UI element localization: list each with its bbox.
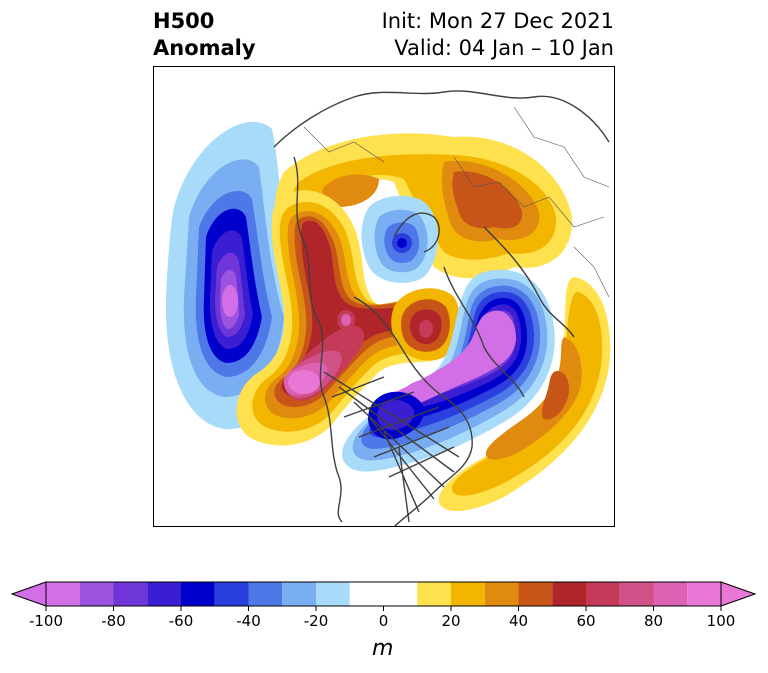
colorbar-tick-label: 80 [643, 612, 664, 630]
colorbar-unit-label: m [372, 636, 394, 661]
colorbar-tick-labels: -100 -80 -60 -40 -20 0 20 40 60 80 100 [0, 612, 768, 632]
chart-title-left: H500 Anomaly [153, 8, 256, 62]
colorbar-tick-label: 0 [378, 612, 389, 630]
chart-title-right: Init: Mon 27 Dec 2021 Valid: 04 Jan – 10… [382, 8, 614, 62]
colorbar-segment [586, 582, 620, 606]
colorbar-segment [484, 582, 519, 606]
colorbar-segment [147, 582, 181, 606]
colorbar-tick-label: -100 [28, 612, 64, 630]
colorbar-segment [46, 582, 80, 606]
colorbar-tick-label: 100 [706, 612, 736, 630]
colorbar-extend-high [720, 581, 757, 607]
colorbar-segment [417, 582, 451, 606]
colorbar-segment [282, 582, 316, 606]
colorbar-segment [552, 582, 586, 606]
colorbar-segment [181, 582, 215, 606]
pacific-trough-anomaly [165, 121, 304, 430]
anomaly-map [153, 66, 615, 527]
init-date-label: Init: Mon 27 Dec 2021 [381, 9, 614, 33]
coastlines [273, 90, 610, 526]
colorbar-tick-label: -60 [168, 612, 194, 630]
colorbar-segment [687, 582, 721, 606]
colorbar-segment [653, 582, 688, 606]
colorbar-segment [248, 582, 283, 606]
colorbar [10, 581, 757, 611]
colorbar-segment [619, 582, 654, 606]
colorbar-segment [214, 582, 249, 606]
colorbar-segment [518, 582, 553, 606]
title-line-field: Anomaly [153, 36, 256, 60]
valid-range-label: Valid: 04 Jan – 10 Jan [394, 36, 614, 60]
colorbar-tick-label: -80 [101, 612, 126, 630]
colorbar-segment [316, 582, 350, 606]
title-line-variable: H500 [153, 9, 215, 33]
country-borders [303, 106, 610, 298]
atlantic-ridge-anomaly [438, 277, 611, 512]
colorbar-tick-label: 40 [508, 612, 529, 630]
colorbar-tick-label: 20 [441, 612, 461, 630]
colorbar-tick-label: -40 [236, 612, 261, 630]
eastern-trough-anomaly [342, 269, 555, 472]
colorbar-segment [349, 582, 418, 606]
colorbar-tick-label: 60 [576, 612, 596, 630]
map-svg [154, 67, 614, 526]
colorbar-tick-label: -20 [303, 612, 329, 630]
colorbar-segment [79, 582, 114, 606]
colorbar-segment [113, 582, 148, 606]
arctic-low-anomaly [361, 195, 439, 283]
colorbar-extend-low [10, 581, 47, 607]
colorbar-segment [451, 582, 485, 606]
greenland-ridge-anomaly [391, 288, 461, 361]
